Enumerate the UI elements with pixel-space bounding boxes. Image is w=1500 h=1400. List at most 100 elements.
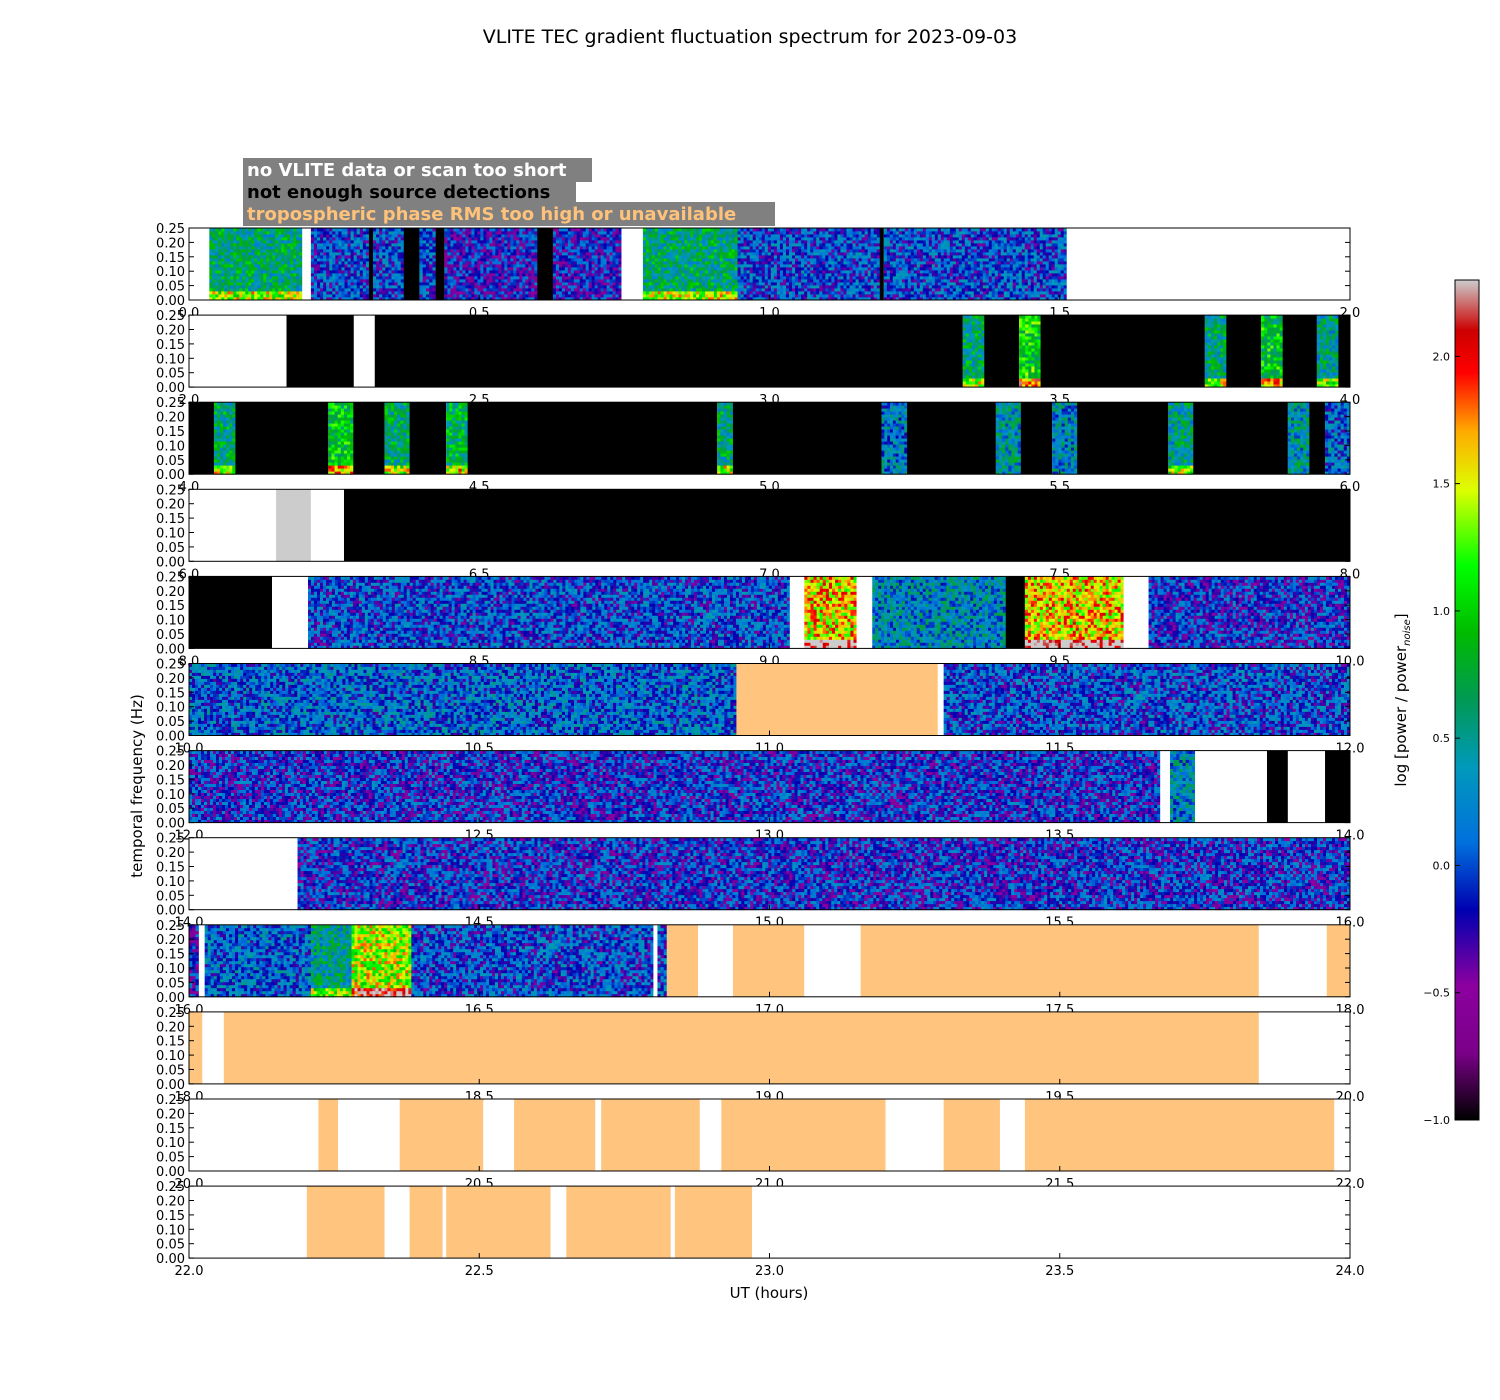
spectrum-cell [341, 234, 345, 238]
spectrum-cell [699, 285, 703, 289]
spectrum-cell [209, 270, 213, 274]
spectrum-cell [394, 294, 399, 298]
spectrum-cell [816, 294, 820, 298]
spectrum-cell [651, 288, 656, 292]
spectrum-cell [394, 249, 399, 253]
spectrum-cell [675, 249, 679, 253]
spectrum-cell [600, 285, 604, 289]
spectrum-cell [719, 255, 724, 259]
spectrum-cell [657, 261, 662, 265]
spectrum-cell [776, 291, 781, 295]
spectrum-cell [825, 264, 829, 268]
spectrum-cell [272, 249, 276, 253]
spectrum-cell [254, 288, 258, 292]
spectrum-cell [870, 252, 875, 256]
spectrum-cell [612, 285, 616, 289]
spectrum-cell [290, 240, 294, 244]
spectrum-cell [825, 237, 829, 241]
spectrum-cell [570, 285, 575, 289]
spectrum-cell [388, 267, 392, 271]
spectrum-cell [230, 234, 234, 238]
spectrum-cell [251, 264, 255, 268]
spectrum-cell [534, 231, 538, 235]
spectrum-cell [810, 270, 814, 274]
spectrum-cell [567, 270, 572, 274]
spectrum-cell [227, 282, 231, 286]
spectrum-cell [867, 249, 872, 253]
spectrum-cell [385, 273, 389, 277]
spectrum-cell [752, 240, 757, 244]
spectrum-cell [705, 231, 709, 235]
spectrum-cell [573, 288, 578, 292]
spectrum-cell [341, 276, 345, 280]
spectrum-cell [236, 282, 240, 286]
spectrum-cell [705, 261, 709, 265]
spectrum-cell [892, 231, 897, 235]
spectrum-cell [329, 273, 333, 277]
spectrum-cell [359, 228, 364, 232]
spectrum-cell [422, 285, 427, 289]
spectrum-cell [675, 282, 679, 286]
spectrum-cell [669, 297, 673, 301]
spectrum-cell [822, 288, 826, 292]
spectrum-cell [901, 276, 906, 280]
spectrum-cell [798, 294, 802, 298]
spectrum-cell [313, 282, 318, 286]
spectrum-cell [846, 231, 850, 235]
spectrum-cell [248, 261, 252, 265]
spectrum-cell [564, 228, 569, 232]
spectrum-cell [492, 255, 496, 259]
spectrum-cell [849, 252, 853, 256]
spectrum-cell [702, 252, 706, 256]
spectrum-cell [660, 273, 665, 277]
spectrum-cell [474, 234, 478, 238]
spectrum-cell [422, 252, 427, 256]
spectrum-cell [227, 261, 231, 265]
spectrum-cell [266, 267, 270, 271]
spectrum-cell [382, 240, 386, 244]
spectrum-cell [696, 279, 700, 283]
spectrum-cell [257, 288, 261, 292]
spectrum-cell [373, 261, 377, 265]
spectrum-cell [681, 264, 685, 268]
spectrum-cell [462, 234, 466, 238]
spectrum-cell [519, 270, 523, 274]
spectrum-cell [218, 270, 222, 274]
spectrum-cell [456, 258, 460, 262]
spectrum-cell [612, 294, 616, 298]
spectrum-cell [782, 246, 787, 250]
spectrum-cell [453, 249, 457, 253]
spectrum-cell [212, 231, 216, 235]
spectrum-cell [419, 240, 424, 244]
spectrum-cell [376, 249, 380, 253]
spectrum-cell [248, 270, 252, 274]
spectrum-cell [687, 228, 691, 232]
spectrum-cell [779, 282, 784, 286]
spectrum-cell [606, 288, 610, 292]
spectrum-cell [456, 231, 460, 235]
spectrum-cell [447, 267, 451, 271]
spectrum-cell [579, 297, 584, 301]
spectrum-cell [675, 231, 679, 235]
spectrum-cell [864, 255, 869, 259]
spectrum-cell [758, 246, 763, 250]
spectrum-cell [792, 279, 796, 283]
spectrum-cell [789, 264, 793, 268]
spectrum-cell [450, 285, 454, 289]
spectrum-cell [471, 237, 475, 241]
spectrum-cell [326, 285, 330, 289]
spectrum-cell [263, 228, 267, 232]
spectrum-cell [699, 264, 703, 268]
spectrum-cell [287, 261, 291, 265]
spectrum-cell [272, 246, 276, 250]
spectrum-cell [666, 273, 670, 277]
spectrum-cell [323, 228, 327, 232]
spectrum-cell [834, 231, 838, 235]
spectrum-cell [855, 297, 860, 301]
spectrum-cell [758, 255, 763, 259]
spectrum-cell [373, 279, 377, 283]
spectrum-cell [507, 249, 511, 253]
spectrum-cell [429, 273, 433, 277]
spectrum-cell [779, 270, 784, 274]
spectrum-cell [236, 276, 240, 280]
